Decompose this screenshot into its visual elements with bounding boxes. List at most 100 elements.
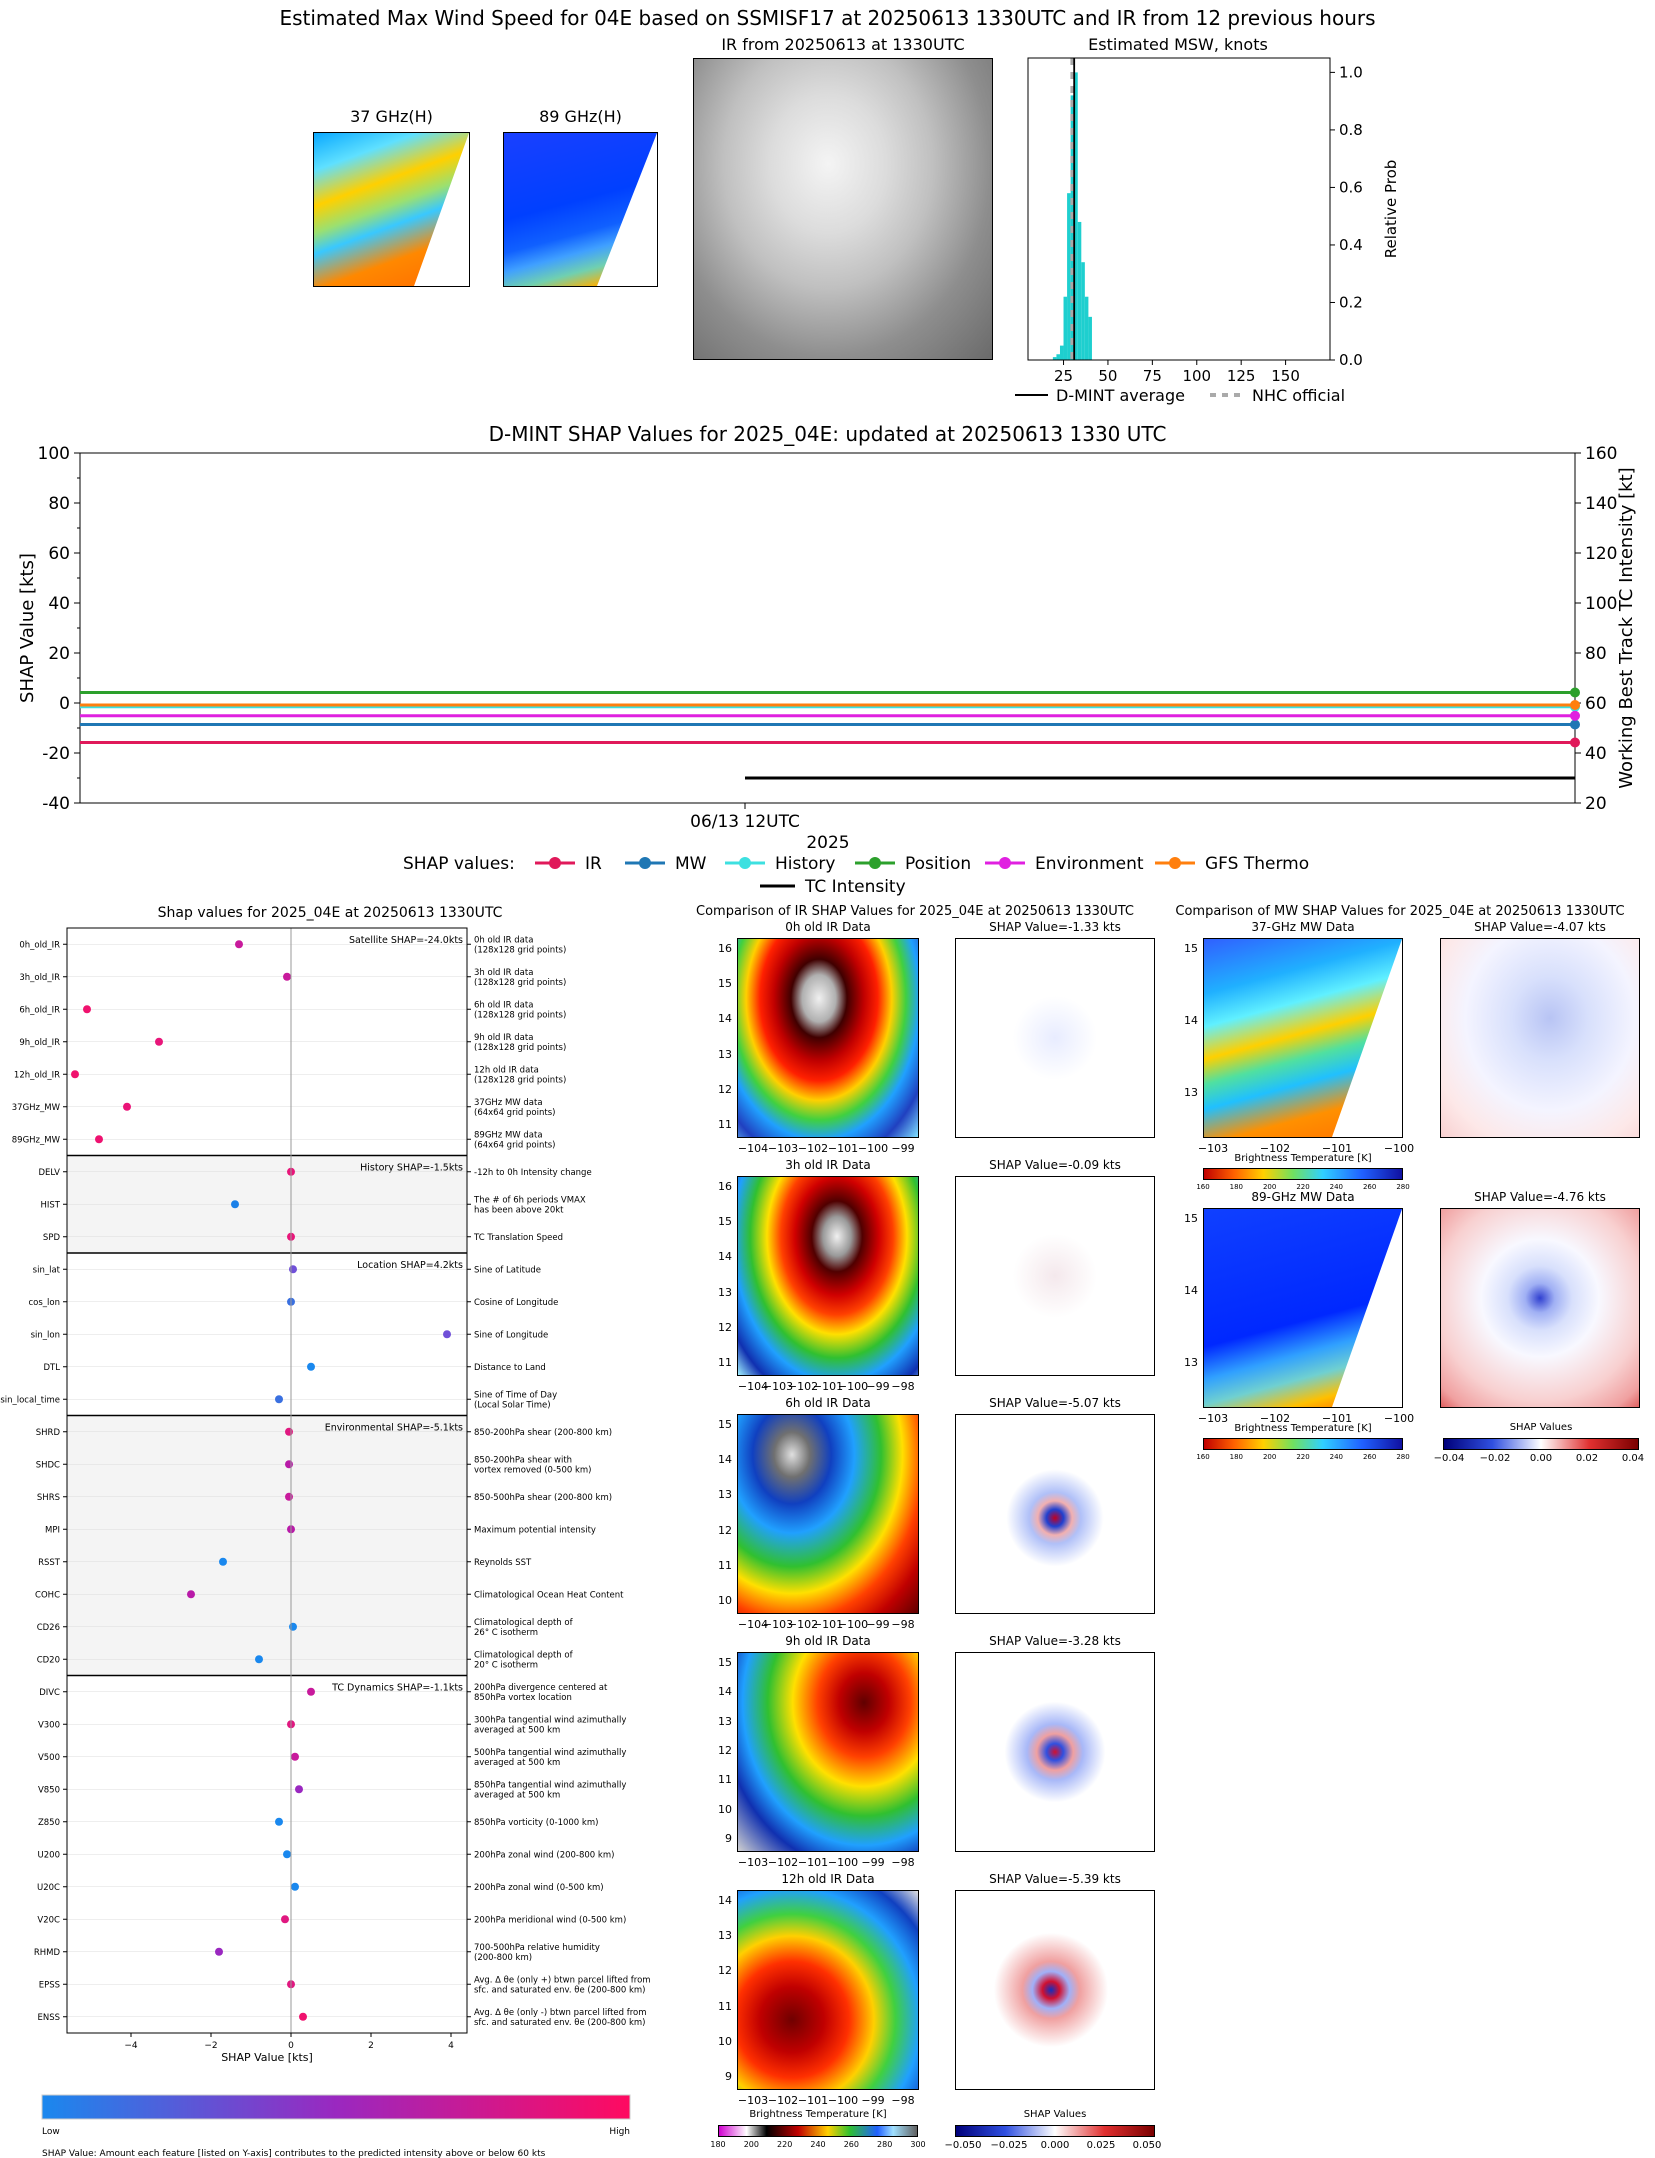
shap-feature-name: SHRS [37, 1493, 60, 1503]
ts-legend-label: Position [905, 854, 971, 874]
ir-xtick-label: −99 [866, 1380, 890, 1393]
shap-colorbar-high: High [609, 2127, 630, 2137]
ir-xtick-label: −103 [737, 1856, 769, 1869]
shap-feature-desc: 200hPa meridional wind (0-500 km) [474, 1915, 626, 1925]
ir-shap-colorbar [955, 2125, 1155, 2137]
ir-xtick-label: −101 [812, 1380, 844, 1393]
mw-bt-colorbar-tick: 160 [1196, 1453, 1210, 1461]
ir-ytick-label: 12 [718, 1964, 732, 1978]
shap-group-label: Location SHAP=4.2kts [357, 1260, 463, 1271]
ir-ytick-label: 13 [718, 1285, 732, 1299]
shap-feature-name: RHMD [34, 1948, 61, 1958]
msw-ytick-label: 0.6 [1339, 178, 1363, 196]
mw-row-label: 37-GHz MW Data [1251, 920, 1355, 934]
shap-feature-name: SHDC [36, 1460, 60, 1470]
ir-ytick-label: 13 [718, 1047, 732, 1061]
ir-bt-colorbar-tick: 280 [877, 2140, 893, 2149]
main-title: Estimated Max Wind Speed for 04E based o… [279, 6, 1376, 30]
shap-feature-desc: Climatological Ocean Heat Content [474, 1590, 624, 1600]
ir-ytick-label: 10 [718, 1594, 732, 1607]
ir-shap-label: SHAP Value=-1.33 kts [989, 920, 1121, 934]
shap-feature-desc: 89GHz MW data [474, 1130, 543, 1140]
mw-shap-image [1440, 1208, 1640, 1408]
ir-ytick-label: 12 [718, 1744, 732, 1757]
ir-xtick-label: −98 [891, 1856, 915, 1869]
shap-feature-desc: 850hPa vortex location [474, 1693, 572, 1703]
shap-group-label: TC Dynamics SHAP=-1.1kts [331, 1683, 463, 1694]
mw-xtick-label: −102 [1259, 1412, 1291, 1425]
shap-group-label: Environmental SHAP=-5.1kts [325, 1423, 463, 1434]
ir-ytick-label: 12 [718, 1523, 732, 1537]
shap-xtick-label: 0 [288, 2041, 294, 2051]
shap-feature-desc: Avg. Δ θe (only +) btwn parcel lifted fr… [474, 1975, 651, 1985]
mw-ytick-label: 14 [1184, 1284, 1198, 1297]
ir-row-label: 9h old IR Data [785, 1634, 871, 1648]
msw-bar [1084, 296, 1089, 360]
ir-xtick-label: −102 [787, 1618, 819, 1631]
ir-shap-colorbar-tick: 0.050 [1132, 2140, 1162, 2151]
msw-bar [1067, 193, 1071, 360]
shap-feature-desc: (128x128 grid points) [474, 1075, 566, 1085]
mw89-thumbnail [503, 132, 658, 287]
mw-bt-colorbar-tick: 180 [1229, 1183, 1244, 1191]
shap-xtick-label: 4 [448, 2041, 454, 2051]
shap-feature-name: RSST [38, 1558, 61, 1568]
ir-xtick-label: −100 [857, 1142, 889, 1155]
ir-xtick-label: −99 [861, 1856, 885, 1869]
shap-point [95, 1135, 103, 1144]
ir-shap-colorbar-tick: −0.025 [990, 2140, 1028, 2151]
shap-feature-desc: (200-800 km) [474, 1953, 532, 1963]
mw-ytick-label: 15 [1184, 1212, 1198, 1225]
ir-ytick-label: 14 [718, 1685, 732, 1699]
msw-xtick-label: 150 [1271, 367, 1300, 385]
ir-ytick-label: 11 [718, 1999, 732, 2013]
msw-bar [1059, 345, 1064, 360]
ir-xtick-label: −103 [767, 1142, 799, 1155]
shap-point [307, 1362, 315, 1371]
mw-field-image [1203, 938, 1403, 1138]
mw-bt-colorbar-tick: 280 [1396, 1453, 1410, 1461]
ts-legend-label: Environment [1035, 854, 1144, 874]
shap-point [307, 1687, 315, 1696]
ir-ytick-label: 14 [718, 1894, 732, 1907]
shap-feature-desc: 850-200hPa shear (200-800 km) [474, 1428, 612, 1438]
shap-point [275, 1395, 283, 1404]
msw-frame [1027, 57, 1331, 361]
mw-xtick-label: −102 [1259, 1142, 1291, 1155]
shap-feature-name: V20C [37, 1915, 60, 1925]
shap-point [289, 1622, 297, 1631]
mw-shap-colorbar-label: SHAP Values [1509, 1422, 1573, 1433]
ts-right-ylabel: Working Best Track TC Intensity [kt] [1616, 467, 1637, 788]
ir-bt-colorbar-tick: 300 [910, 2140, 926, 2149]
ts-legend-label: History [775, 854, 835, 874]
shap-feature-name: SPD [43, 1233, 61, 1243]
ts-left-tick-label: 80 [48, 494, 70, 514]
ir-xtick-label: −101 [797, 1856, 829, 1869]
ts-right-tick-label: 100 [1585, 594, 1617, 614]
shap-point [285, 1460, 293, 1469]
ir-xtick-label: −99 [866, 1618, 890, 1631]
msw-xtick-label: 75 [1143, 367, 1162, 385]
ts-left-tick-label: -20 [42, 744, 70, 764]
shap-frame [66, 927, 468, 2034]
ir-ytick-label: 13 [718, 1488, 732, 1502]
ir-ytick-label: 11 [718, 1356, 732, 1369]
ir-ytick-label: 16 [718, 942, 732, 955]
msw-bar [1074, 72, 1078, 360]
ir-ytick-label: 9 [725, 1832, 732, 1845]
shap-feature-desc: (128x128 grid points) [474, 1043, 566, 1053]
ir-shap-colorbar-label: SHAP Values [1023, 2109, 1087, 2120]
ir-shap-image [955, 938, 1155, 1138]
timeseries-title: D-MINT SHAP Values for 2025_04E: updated… [488, 422, 1167, 446]
mw-bt-colorbar-tick: 240 [1329, 1183, 1344, 1191]
ir-ytick-label: 11 [718, 1118, 732, 1131]
mw-shap-colorbar-tick: 0.00 [1529, 1453, 1553, 1464]
shap-xlabel: SHAP Value [kts] [221, 2051, 313, 2064]
shap-feature-desc: 300hPa tangential wind azimuthally [474, 1715, 626, 1725]
shap-feature-desc: Maximum potential intensity [474, 1525, 596, 1535]
mw-bt-colorbar-tick: 160 [1196, 1183, 1210, 1191]
shap-feature-desc: Reynolds SST [474, 1558, 532, 1568]
shap-feature-desc: Cosine of Longitude [474, 1298, 558, 1308]
shap-feature-name: V850 [38, 1785, 60, 1795]
mw-ytick-label: 15 [1184, 942, 1198, 955]
